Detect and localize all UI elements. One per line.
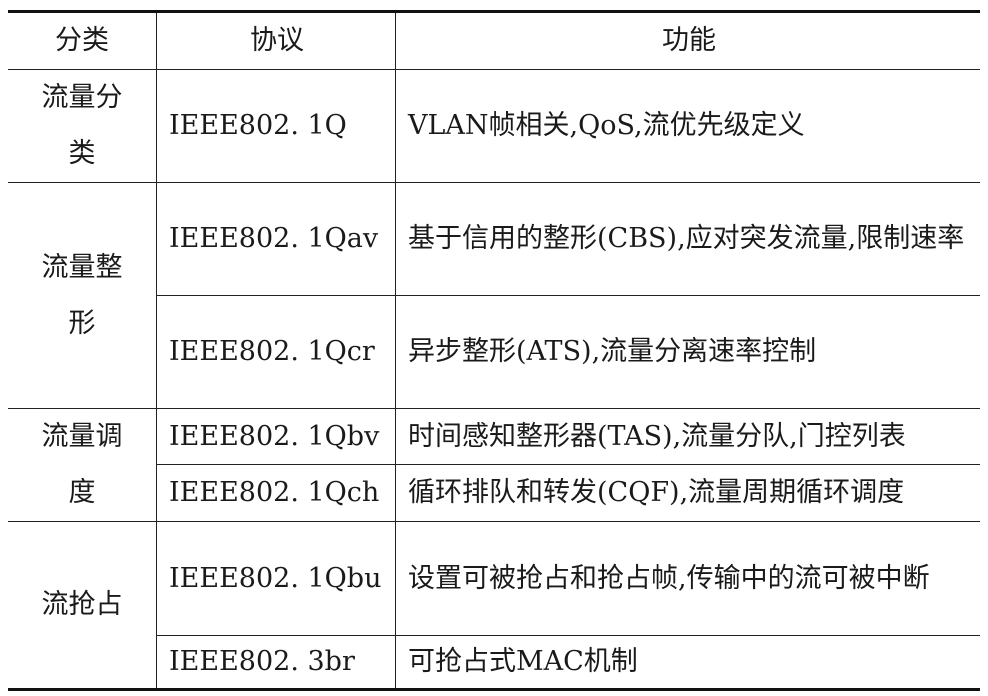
protocol-cell: IEEE802. 3br [156,635,396,691]
protocol-cell: IEEE802. 1Qbu [156,521,396,636]
header-protocol: 协议 [156,10,396,70]
category-label: 流量分类 [41,82,123,169]
table-row: 流量整形 IEEE802. 1Qav 基于信用的整形(CBS),应对突发流量,限… [8,182,980,409]
function-cell: 循环排队和转发(CQF),流量周期循环调度 [395,464,980,522]
header-category: 分类 [8,10,157,70]
function-cell: 时间感知整形器(TAS),流量分队,门控列表 [395,408,980,465]
table-row: IEEE802. 3br 可抢占式MAC机制 [8,635,980,691]
table-row: 流抢占 IEEE802. 1Qbu 设置可被抢占和抢占帧,传输中的流可被中断 [8,521,980,691]
category-cell: 流量调度 [8,408,157,522]
function-cell: 基于信用的整形(CBS),应对突发流量,限制速率 [395,182,980,296]
category-cell: 流量整形 [8,182,157,409]
header-function: 功能 [395,10,980,70]
protocol-cell: IEEE802. 1Qch [156,464,396,522]
category-label: 流量调度 [41,421,123,508]
category-label: 流量整形 [41,251,123,339]
protocol-cell: IEEE802. 1Qav [156,182,396,296]
category-cell: 流量分类 [8,69,157,183]
header-row: 分类 协议 功能 [8,10,980,70]
protocol-table: 分类 协议 功能 流量分类 IEEE802. 1Q VLAN帧相关,QoS,流优… [8,10,980,691]
protocol-cell: IEEE802. 1Q [156,69,396,183]
function-cell: 可抢占式MAC机制 [395,635,980,691]
function-cell: 异步整形(ATS),流量分离速率控制 [395,295,980,409]
table-row: 流量分类 IEEE802. 1Q VLAN帧相关,QoS,流优先级定义 [8,69,980,183]
category-cell: 流抢占 [8,521,157,691]
table-row: IEEE802. 1Qcr 异步整形(ATS),流量分离速率控制 [8,295,980,409]
table-row: IEEE802. 1Qch 循环排队和转发(CQF),流量周期循环调度 [8,464,980,522]
function-cell: 设置可被抢占和抢占帧,传输中的流可被中断 [395,521,980,636]
protocol-cell: IEEE802. 1Qcr [156,295,396,409]
function-cell: VLAN帧相关,QoS,流优先级定义 [395,69,980,183]
protocol-cell: IEEE802. 1Qbv [156,408,396,465]
table-row: 流量调度 IEEE802. 1Qbv 时间感知整形器(TAS),流量分队,门控列… [8,408,980,522]
